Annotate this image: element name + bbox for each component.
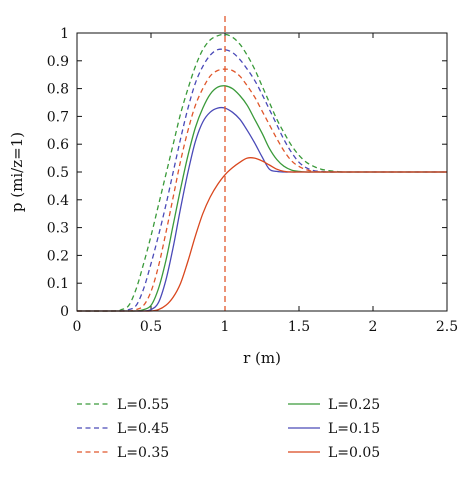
- y-tick-label: 0.9: [47, 54, 69, 70]
- y-axis-label: p (mi/z=1): [8, 132, 26, 212]
- x-tick-label: 2: [369, 319, 378, 335]
- y-tick-label: 1: [60, 26, 69, 42]
- legend-label: L=0.35: [117, 445, 169, 461]
- x-tick-label: 2.5: [436, 319, 458, 335]
- series-line-l-0-45: [77, 48, 447, 312]
- series-line-l-0-25: [77, 85, 447, 312]
- series-line-l-0-35: [77, 68, 447, 312]
- x-axis-label: r (m): [243, 349, 281, 367]
- y-tick-label: 0: [60, 304, 69, 320]
- y-tick-label: 0.3: [47, 221, 69, 237]
- y-tick-label: 0.6: [47, 137, 69, 153]
- series-line-l-0-55: [76, 33, 447, 312]
- y-tick-label: 0.1: [47, 276, 69, 292]
- x-tick-label: 0.5: [140, 319, 162, 335]
- x-tick-label: 1.5: [288, 319, 310, 335]
- plot-frame: [76, 32, 448, 312]
- legend-label: L=0.05: [328, 445, 380, 461]
- y-tick-label: 0.2: [47, 248, 69, 264]
- legend: L=0.55 L=0.45 L=0.35 L=0.25 L=0.15 L=0.05: [77, 397, 380, 461]
- legend-label: L=0.15: [328, 421, 380, 437]
- legend-label: L=0.55: [117, 397, 169, 413]
- x-tick-label: 1: [221, 319, 230, 335]
- legend-label: L=0.25: [328, 397, 380, 413]
- y-tick-label: 0.7: [47, 109, 69, 125]
- series-line-l-0-15: [77, 106, 447, 312]
- y-tick-label: 0.4: [47, 193, 69, 209]
- tick-labels: 0 0.5 1 1.5 2 2.5 0 0.1 0.2 0.3 0.4 0.5 0.6 0.7 0.8 0.9…: [47, 26, 458, 335]
- series-line-l-0-05: [77, 157, 447, 312]
- y-tick-label: 0.8: [47, 82, 69, 98]
- y-tick-label: 0.5: [47, 165, 69, 181]
- legend-label: L=0.45: [117, 421, 169, 437]
- series-lines: [76, 33, 447, 312]
- x-tick-label: 0: [73, 319, 82, 335]
